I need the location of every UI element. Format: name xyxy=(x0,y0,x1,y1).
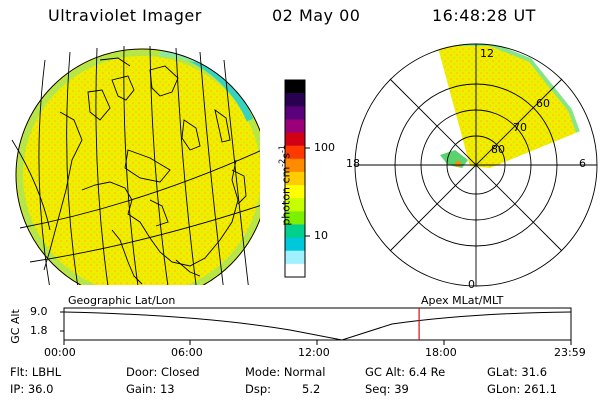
colorbar-swatch xyxy=(285,132,305,147)
geo-latitude-value: GLat: 31.6 xyxy=(487,365,548,379)
timeline-xtick-2359: 23:59 xyxy=(554,346,586,359)
image-time: 16:48:28 UT xyxy=(432,6,536,25)
mlt-label-0: 0 xyxy=(468,278,475,291)
colorbar-swatch xyxy=(285,185,305,199)
mlt-label-18: 18 xyxy=(346,157,360,170)
colorbar-swatches xyxy=(285,80,305,278)
mlat-label-60: 60 xyxy=(536,97,550,110)
gain-value: Gain: 13 xyxy=(126,382,175,396)
timeline-ytick-top: 9.0 xyxy=(30,305,48,318)
timeline-right-title: Apex MLat/MLT xyxy=(421,294,504,307)
colorbar-unit-label: photon cm-2s-1 xyxy=(277,145,293,226)
timeline-xtick-1200: 12:00 xyxy=(298,346,330,359)
colorbar-swatch xyxy=(285,80,305,94)
colorbar-swatch xyxy=(285,93,305,107)
colorbar-tick-100: 100 xyxy=(314,141,335,154)
mlt-label-6: 6 xyxy=(579,157,586,170)
gc-altitude-value: GC Alt: 6.4 Re xyxy=(365,365,446,379)
mlat-label-80: 80 xyxy=(491,143,505,156)
gc-altitude-timeline xyxy=(60,307,572,345)
colorbar-swatch xyxy=(285,263,305,278)
colorbar-swatch xyxy=(285,119,305,134)
uv-globe-image xyxy=(11,45,260,285)
colorbar-swatch xyxy=(285,250,305,265)
mlt-label-12: 12 xyxy=(480,47,494,60)
sequence-value: Seq: 39 xyxy=(365,382,409,396)
door-status: Door: Closed xyxy=(126,365,200,379)
ip-value: IP: 36.0 xyxy=(10,382,54,396)
colorbar-swatch xyxy=(285,171,305,186)
colorbar-swatch xyxy=(285,237,305,252)
timeline-xtick-0600: 06:00 xyxy=(171,346,203,359)
timeline-ylabel: GC Alt xyxy=(8,309,22,344)
mode-value: Mode: Normal xyxy=(245,365,326,379)
colorbar-swatch xyxy=(285,106,305,120)
mlat-label-70: 70 xyxy=(513,121,527,134)
colorbar-swatch xyxy=(285,158,305,173)
timeline-left-title: Geographic Lat/Lon xyxy=(68,294,176,307)
timeline-xtick-0000: 00:00 xyxy=(44,346,76,359)
filter-value: Flt: LBHL xyxy=(10,365,62,379)
colorbar-swatch xyxy=(285,211,305,226)
polar-mlt-plot xyxy=(354,43,598,287)
colorbar-tick-10: 10 xyxy=(314,229,328,242)
image-date: 02 May 00 xyxy=(272,6,361,25)
colorbar-swatch xyxy=(285,224,305,239)
geo-longitude-value: GLon: 261.1 xyxy=(487,382,557,396)
colorbar-swatch xyxy=(285,198,305,212)
colorbar-swatch xyxy=(285,145,305,160)
dsp-value: 5.2 xyxy=(302,382,321,396)
dsp-label: Dsp: xyxy=(245,382,272,396)
instrument-title: Ultraviolet Imager xyxy=(48,6,202,25)
timeline-ytick-bottom: 1.8 xyxy=(30,324,48,337)
timeline-xtick-1800: 18:00 xyxy=(425,346,457,359)
